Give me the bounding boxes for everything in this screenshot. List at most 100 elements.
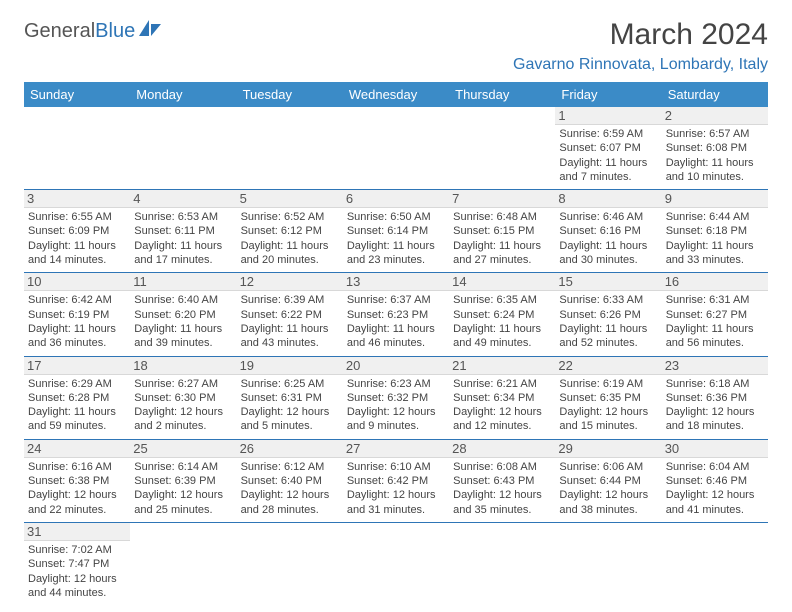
calendar-cell: 6 Sunrise: 6:50 AMSunset: 6:14 PMDaylight…	[343, 190, 449, 273]
calendar-cell: 30 Sunrise: 6:04 AMSunset: 6:46 PMDayligh…	[662, 439, 768, 522]
day-number: 18	[130, 357, 236, 375]
logo-text-2: Blue	[95, 20, 135, 43]
day-number: 24	[24, 440, 130, 458]
calendar-cell	[130, 522, 236, 605]
weekday-header: Sunday	[24, 82, 130, 107]
calendar-row: 17 Sunrise: 6:29 AMSunset: 6:28 PMDayligh…	[24, 356, 768, 439]
calendar-cell: 25Sunrise: 6:14 AMSunset: 6:39 PMDayligh…	[130, 439, 236, 522]
day-number: 9	[662, 190, 768, 208]
calendar-cell: 7 Sunrise: 6:48 AMSunset: 6:15 PMDaylight…	[449, 190, 555, 273]
calendar-cell	[449, 522, 555, 605]
day-number: 26	[237, 440, 343, 458]
weekday-header: Saturday	[662, 82, 768, 107]
day-data: Sunrise: 6:46 AMSunset: 6:16 PMDaylight:…	[559, 210, 657, 267]
calendar-cell: 15 Sunrise: 6:33 AMSunset: 6:26 PMDayligh…	[555, 273, 661, 356]
calendar-table: Sunday Monday Tuesday Wednesday Thursday…	[24, 82, 768, 605]
calendar-cell: 1 Sunrise: 6:59 AMSunset: 6:07 PMDaylight…	[555, 107, 661, 190]
day-number: 1	[555, 107, 661, 125]
day-data: Sunrise: 6:06 AMSunset: 6:44 PMDaylight:…	[559, 460, 657, 517]
calendar-cell: 26 Sunrise: 6:12 AMSunset: 6:40 PMDayligh…	[237, 439, 343, 522]
calendar-cell: 2Sunrise: 6:57 AMSunset: 6:08 PMDaylight…	[662, 107, 768, 190]
day-data: Sunrise: 6:29 AMSunset: 6:28 PMDaylight:…	[28, 377, 126, 434]
day-number: 30	[662, 440, 768, 458]
day-data: Sunrise: 6:19 AMSunset: 6:35 PMDaylight:…	[559, 377, 657, 434]
day-number: 17	[24, 357, 130, 375]
day-data: Sunrise: 6:23 AMSunset: 6:32 PMDaylight:…	[347, 377, 445, 434]
calendar-row: 10 Sunrise: 6:42 AMSunset: 6:19 PMDayligh…	[24, 273, 768, 356]
calendar-cell	[662, 522, 768, 605]
weekday-header: Wednesday	[343, 82, 449, 107]
day-number: 23	[662, 357, 768, 375]
day-number: 13	[343, 273, 449, 291]
calendar-cell: 5Sunrise: 6:52 AMSunset: 6:12 PMDaylight…	[237, 190, 343, 273]
day-number: 8	[555, 190, 661, 208]
day-data: Sunrise: 6:42 AMSunset: 6:19 PMDaylight:…	[28, 293, 126, 350]
day-number: 15	[555, 273, 661, 291]
calendar-cell: 16Sunrise: 6:31 AMSunset: 6:27 PMDayligh…	[662, 273, 768, 356]
day-number: 20	[343, 357, 449, 375]
day-data: Sunrise: 6:35 AMSunset: 6:24 PMDaylight:…	[453, 293, 551, 350]
day-number: 22	[555, 357, 661, 375]
calendar-cell	[130, 107, 236, 190]
day-number: 28	[449, 440, 555, 458]
month-title: March 2024	[513, 18, 768, 52]
day-data: Sunrise: 6:08 AMSunset: 6:43 PMDaylight:…	[453, 460, 551, 517]
day-data: Sunrise: 6:44 AMSunset: 6:18 PMDaylight:…	[666, 210, 764, 267]
calendar-row: 3Sunrise: 6:55 AMSunset: 6:09 PMDaylight…	[24, 190, 768, 273]
calendar-cell: 20 Sunrise: 6:23 AMSunset: 6:32 PMDayligh…	[343, 356, 449, 439]
weekday-header: Monday	[130, 82, 236, 107]
calendar-cell: 24 Sunrise: 6:16 AMSunset: 6:38 PMDayligh…	[24, 439, 130, 522]
day-number: 27	[343, 440, 449, 458]
calendar-cell: 22 Sunrise: 6:19 AMSunset: 6:35 PMDayligh…	[555, 356, 661, 439]
day-data: Sunrise: 6:48 AMSunset: 6:15 PMDaylight:…	[453, 210, 551, 267]
day-data: Sunrise: 6:21 AMSunset: 6:34 PMDaylight:…	[453, 377, 551, 434]
weekday-header: Thursday	[449, 82, 555, 107]
day-number: 4	[130, 190, 236, 208]
day-data: Sunrise: 6:33 AMSunset: 6:26 PMDaylight:…	[559, 293, 657, 350]
day-data: Sunrise: 6:27 AMSunset: 6:30 PMDaylight:…	[134, 377, 232, 434]
calendar-cell	[237, 107, 343, 190]
day-data: Sunrise: 6:59 AMSunset: 6:07 PMDaylight:…	[559, 127, 657, 184]
day-number: 19	[237, 357, 343, 375]
day-data: Sunrise: 6:50 AMSunset: 6:14 PMDaylight:…	[347, 210, 445, 267]
calendar-cell: 28 Sunrise: 6:08 AMSunset: 6:43 PMDayligh…	[449, 439, 555, 522]
day-number: 7	[449, 190, 555, 208]
calendar-row: 31Sunrise: 7:02 AMSunset: 7:47 PMDayligh…	[24, 522, 768, 605]
day-number: 21	[449, 357, 555, 375]
calendar-cell	[343, 107, 449, 190]
calendar-cell: 10 Sunrise: 6:42 AMSunset: 6:19 PMDayligh…	[24, 273, 130, 356]
day-number: 10	[24, 273, 130, 291]
day-data: Sunrise: 6:12 AMSunset: 6:40 PMDaylight:…	[241, 460, 339, 517]
day-number: 6	[343, 190, 449, 208]
calendar-cell: 31Sunrise: 7:02 AMSunset: 7:47 PMDayligh…	[24, 522, 130, 605]
day-number: 12	[237, 273, 343, 291]
calendar-cell	[449, 107, 555, 190]
day-number: 11	[130, 273, 236, 291]
day-data: Sunrise: 6:37 AMSunset: 6:23 PMDaylight:…	[347, 293, 445, 350]
day-data: Sunrise: 6:57 AMSunset: 6:08 PMDaylight:…	[666, 127, 764, 184]
weekday-header-row: Sunday Monday Tuesday Wednesday Thursday…	[24, 82, 768, 107]
calendar-cell: 27Sunrise: 6:10 AMSunset: 6:42 PMDayligh…	[343, 439, 449, 522]
calendar-row: 1 Sunrise: 6:59 AMSunset: 6:07 PMDaylight…	[24, 107, 768, 190]
sail-icon	[137, 18, 163, 44]
day-data: Sunrise: 6:18 AMSunset: 6:36 PMDaylight:…	[666, 377, 764, 434]
day-data: Sunrise: 6:31 AMSunset: 6:27 PMDaylight:…	[666, 293, 764, 350]
calendar-cell: 17 Sunrise: 6:29 AMSunset: 6:28 PMDayligh…	[24, 356, 130, 439]
day-number: 5	[237, 190, 343, 208]
day-data: Sunrise: 6:04 AMSunset: 6:46 PMDaylight:…	[666, 460, 764, 517]
calendar-cell: 18 Sunrise: 6:27 AMSunset: 6:30 PMDayligh…	[130, 356, 236, 439]
calendar-cell: 4 Sunrise: 6:53 AMSunset: 6:11 PMDaylight…	[130, 190, 236, 273]
calendar-cell	[555, 522, 661, 605]
calendar-cell: 3Sunrise: 6:55 AMSunset: 6:09 PMDaylight…	[24, 190, 130, 273]
calendar-cell: 11Sunrise: 6:40 AMSunset: 6:20 PMDayligh…	[130, 273, 236, 356]
calendar-cell: 21 Sunrise: 6:21 AMSunset: 6:34 PMDayligh…	[449, 356, 555, 439]
calendar-cell: 29Sunrise: 6:06 AMSunset: 6:44 PMDayligh…	[555, 439, 661, 522]
day-data: Sunrise: 6:53 AMSunset: 6:11 PMDaylight:…	[134, 210, 232, 267]
weekday-header: Tuesday	[237, 82, 343, 107]
calendar-cell: 23 Sunrise: 6:18 AMSunset: 6:36 PMDayligh…	[662, 356, 768, 439]
calendar-cell: 8 Sunrise: 6:46 AMSunset: 6:16 PMDaylight…	[555, 190, 661, 273]
day-data: Sunrise: 6:16 AMSunset: 6:38 PMDaylight:…	[28, 460, 126, 517]
day-number: 31	[24, 523, 130, 541]
calendar-cell: 13 Sunrise: 6:37 AMSunset: 6:23 PMDayligh…	[343, 273, 449, 356]
day-number: 25	[130, 440, 236, 458]
